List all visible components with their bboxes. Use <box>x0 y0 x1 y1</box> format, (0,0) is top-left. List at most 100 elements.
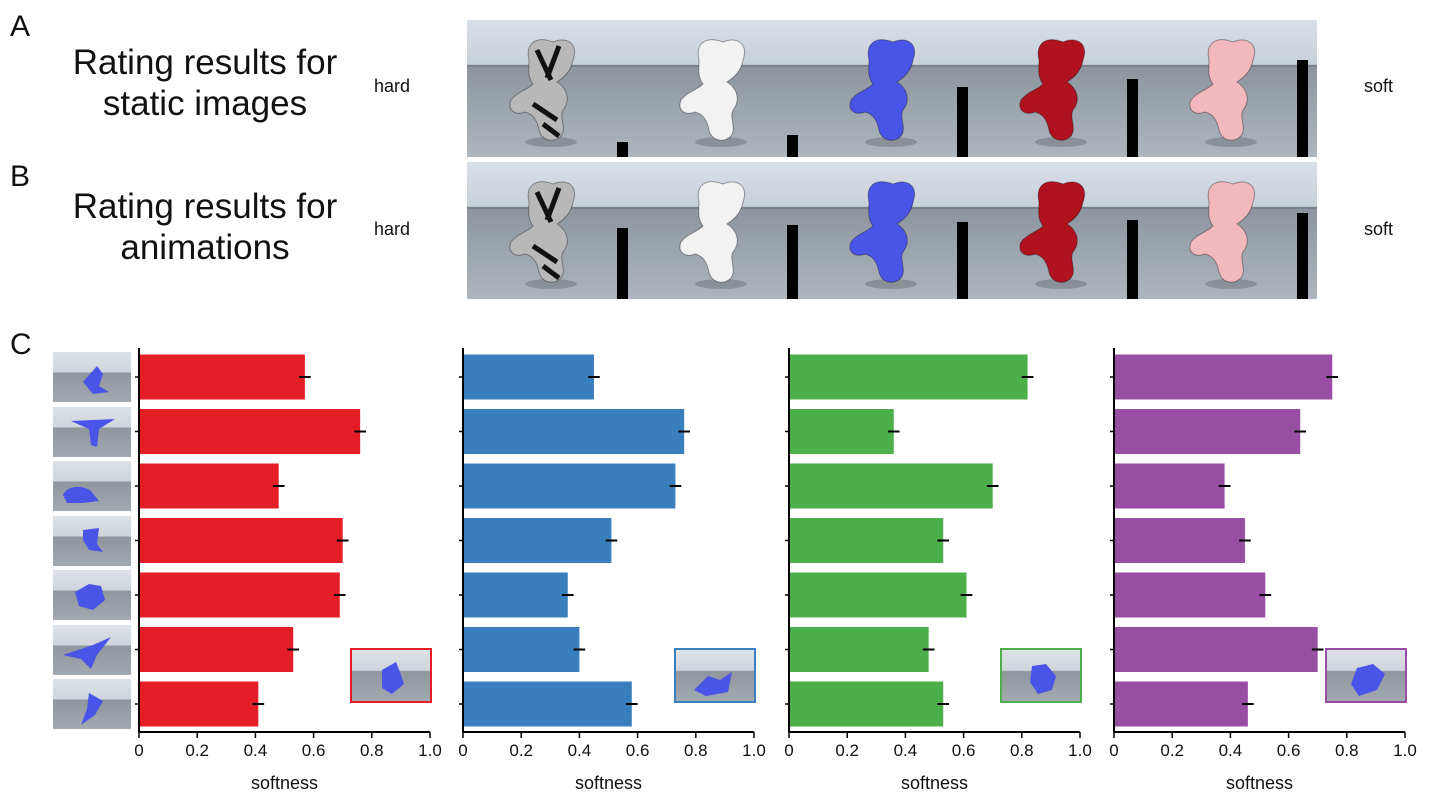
bar-series3-row4 <box>789 518 944 563</box>
bar-series1-row3 <box>139 463 279 509</box>
x-tick-label: 0.6 <box>302 741 326 760</box>
x-tick-label: 0.2 <box>1160 741 1184 760</box>
pink-object-image <box>1189 181 1257 289</box>
panel-a-cell-chrome <box>467 20 637 157</box>
bar-series1-row5 <box>139 572 340 618</box>
bar-series2-row3 <box>463 463 676 509</box>
panel-a-cell-red <box>977 20 1147 157</box>
blue-shape-icon <box>81 693 103 725</box>
bar-series3-row5 <box>789 572 967 618</box>
bar-series4-row2 <box>1114 409 1301 454</box>
softness-chart-1: 0 0.2 0.4 0.6 0.8 1.0 <box>134 348 442 760</box>
panel-b-title-line2: animations <box>120 228 290 267</box>
bar-series2-row6 <box>463 627 580 672</box>
panel-a-title-line2: static images <box>102 84 308 123</box>
panel-b-cell-white <box>637 162 807 299</box>
blue-shape-icon <box>71 418 115 447</box>
bar-series4-row4 <box>1114 518 1245 563</box>
blue-shape-icon <box>63 486 99 503</box>
x-tick-label: 1.0 <box>418 741 442 760</box>
blue-object-image <box>849 39 917 147</box>
panel-letter-a: A <box>10 10 31 43</box>
shape-thumbnail-2 <box>53 406 131 457</box>
x-tick-label: 0.8 <box>1335 741 1359 760</box>
x-tick-label: 0.6 <box>1277 741 1301 760</box>
bar-series3-row2 <box>789 409 894 454</box>
panel-a-rating-bar-red <box>1127 79 1138 157</box>
panel-a-rating-bar-blue <box>957 87 968 157</box>
blue-shape-icon <box>1030 664 1056 694</box>
shape-thumbnail-1 <box>53 352 131 402</box>
bar-series4-row5 <box>1114 572 1266 618</box>
blue-object-image <box>849 181 917 289</box>
shape-thumbnail-4 <box>53 515 131 566</box>
bar-series1-row6 <box>139 627 294 672</box>
chrome-object-image <box>509 39 577 147</box>
x-tick-label: 0 <box>134 741 143 760</box>
x-tick-label: 0.4 <box>1219 741 1243 760</box>
x-tick-label: 0 <box>1109 741 1118 760</box>
bar-series1-row2 <box>139 409 361 454</box>
red-object-image <box>1019 39 1087 147</box>
chrome-object-image <box>509 181 577 289</box>
x-tick-label: 0.8 <box>684 741 708 760</box>
x-tick-label: 0.6 <box>952 741 976 760</box>
inset-shape-image-2 <box>674 648 756 703</box>
panel-b-image-strip <box>467 162 1317 299</box>
panel-b-hard-label: hard <box>374 219 411 239</box>
bar-series4-row1 <box>1114 354 1333 400</box>
pink-object-image <box>1189 39 1257 147</box>
bar-series2-row4 <box>463 518 612 563</box>
panel-b-cell-chrome <box>467 162 637 299</box>
panel-b-title: Rating results for animations <box>40 186 370 268</box>
inset-shape-image-3 <box>1000 648 1082 703</box>
white-object-image <box>679 39 747 147</box>
red-object-image <box>1019 181 1087 289</box>
shape-thumbnail-3 <box>53 461 131 511</box>
panel-b-cell-red <box>977 162 1147 299</box>
panel-b-cell-blue <box>807 162 977 299</box>
softness-chart-2: 0 0.2 0.4 0.6 0.8 1.0 <box>458 348 766 760</box>
x-tick-label: 1.0 <box>742 741 766 760</box>
blue-shape-icon <box>694 672 732 696</box>
x-tick-label: 0.4 <box>894 741 918 760</box>
x-axis-label-4: softness <box>1225 773 1294 793</box>
panel-b-rating-bar-chrome <box>617 228 628 299</box>
panel-b-cell-pink <box>1147 162 1317 299</box>
x-tick-label: 1.0 <box>1393 741 1417 760</box>
panel-b-rating-bar-red <box>1127 220 1138 299</box>
shape-thumbnail-6 <box>53 624 131 675</box>
panel-b-rating-bar-pink <box>1297 213 1308 299</box>
shape-thumbnail-7 <box>53 679 131 729</box>
bar-series1-row4 <box>139 518 343 563</box>
softness-chart-3: 0 0.2 0.4 0.6 0.8 1.0 <box>784 348 1092 760</box>
x-tick-label: 0 <box>784 741 793 760</box>
x-tick-label: 0.2 <box>835 741 859 760</box>
bar-series2-row1 <box>463 354 594 400</box>
bar-series1-row1 <box>139 354 305 400</box>
panel-letter-c: C <box>10 328 32 361</box>
blue-shape-icon <box>63 636 111 669</box>
panel-a-soft-label: soft <box>1364 76 1394 96</box>
bar-series2-row2 <box>463 409 685 454</box>
x-axis-label-1: softness <box>250 773 319 793</box>
bar-series4-row7 <box>1114 681 1248 727</box>
panel-a-title-line1: Rating results for <box>72 43 338 82</box>
panel-a-rating-bar-white <box>787 135 798 157</box>
panel-a-hard-label: hard <box>374 76 411 96</box>
x-tick-label: 0.8 <box>1010 741 1034 760</box>
x-tick-label: 0.2 <box>509 741 533 760</box>
x-tick-label: 0.4 <box>244 741 268 760</box>
panel-b-soft-label: soft <box>1364 219 1394 239</box>
panel-b-rating-bar-blue <box>957 222 968 299</box>
blue-shape-icon <box>83 527 103 552</box>
bar-series4-row6 <box>1114 627 1318 672</box>
panel-a-cell-pink <box>1147 20 1317 157</box>
bar-series2-row5 <box>463 572 568 618</box>
x-axis-label-3: softness <box>900 773 969 793</box>
panel-a-title: Rating results for static images <box>40 42 370 124</box>
bar-series1-row7 <box>139 681 259 727</box>
bar-series3-row3 <box>789 463 993 509</box>
panel-a-cell-blue <box>807 20 977 157</box>
softness-chart-4: 0 0.2 0.4 0.6 0.8 1.0 <box>1109 348 1417 760</box>
